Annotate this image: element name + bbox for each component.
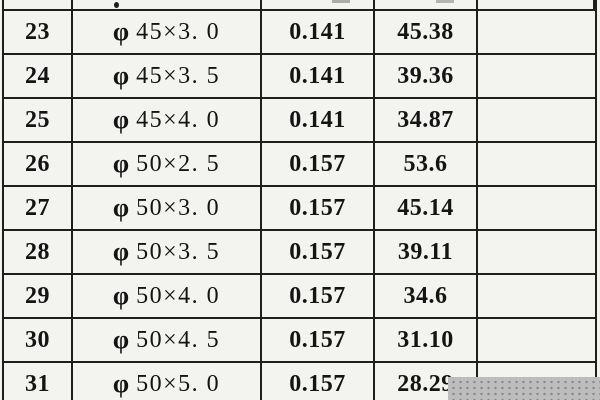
weight-value-cell: 45.38 [375, 11, 478, 53]
spec-size: 50×2. 5 [136, 150, 221, 177]
row-number-cell [4, 0, 73, 9]
row-number-cell: 30 [4, 319, 73, 361]
watermark-strip [448, 377, 600, 400]
phi-symbol: φ [112, 17, 130, 46]
row-number-cell: 24 [4, 55, 73, 97]
spec-size: 45×4. 0 [136, 106, 221, 133]
unit-value-cell: 0.157 [262, 319, 375, 361]
clipped-glyph-fragment [332, 0, 350, 3]
spec-cell: φ 50×4. 0 [73, 275, 262, 317]
spec-cell: φ 50×3. 0 [73, 187, 262, 229]
phi-symbol: φ [112, 61, 130, 90]
unit-value-cell: 0.141 [262, 99, 375, 141]
row-number-cell: 29 [4, 275, 73, 317]
unit-value-cell: 0.141 [262, 11, 375, 53]
spec-size: 50×3. 0 [136, 194, 221, 221]
clipped-glyph-fragment [114, 2, 119, 8]
phi-symbol: φ [112, 105, 130, 134]
spec-size: 50×3. 5 [136, 238, 221, 265]
empty-cell [478, 0, 595, 9]
row-number-cell: 31 [4, 363, 73, 400]
weight-value-cell: 45.14 [375, 187, 478, 229]
spec-cell: φ 50×4. 5 [73, 319, 262, 361]
unit-value-cell: 0.157 [262, 187, 375, 229]
empty-cell [478, 187, 595, 229]
unit-value-cell: 0.157 [262, 143, 375, 185]
row-number-cell: 23 [4, 11, 73, 53]
row-number-cell: 26 [4, 143, 73, 185]
unit-value-cell [262, 0, 375, 9]
phi-symbol: φ [112, 325, 130, 354]
phi-symbol: φ [112, 193, 130, 222]
table-row: 30 φ 50×4. 5 0.157 31.10 [4, 319, 595, 363]
phi-symbol: φ [112, 281, 130, 310]
spec-cell: φ 45×4. 0 [73, 99, 262, 141]
spec-size: 50×4. 5 [136, 326, 221, 353]
row-number-cell: 28 [4, 231, 73, 273]
unit-value-cell: 0.157 [262, 363, 375, 400]
weight-value-cell: 34.6 [375, 275, 478, 317]
empty-cell [478, 11, 595, 53]
unit-value-cell: 0.157 [262, 231, 375, 273]
table-row: 25 φ 45×4. 0 0.141 34.87 [4, 99, 595, 143]
spec-cell: φ 45×3. 5 [73, 55, 262, 97]
empty-cell [478, 143, 595, 185]
table-row: 24 φ 45×3. 5 0.141 39.36 [4, 55, 595, 99]
table-row: 26 φ 50×2. 5 0.157 53.6 [4, 143, 595, 187]
spec-cell: φ 50×5. 0 [73, 363, 262, 400]
empty-cell [478, 55, 595, 97]
empty-cell [478, 99, 595, 141]
weight-value-cell [375, 0, 478, 9]
empty-cell [478, 275, 595, 317]
phi-symbol: φ [112, 149, 130, 178]
spec-size: 45×3. 0 [136, 18, 221, 45]
spec-size: 50×4. 0 [136, 282, 221, 309]
table-row: 29 φ 50×4. 0 0.157 34.6 [4, 275, 595, 319]
weight-value-cell: 34.87 [375, 99, 478, 141]
row-number-cell: 25 [4, 99, 73, 141]
weight-value-cell: 31.10 [375, 319, 478, 361]
table-row: 27 φ 50×3. 0 0.157 45.14 [4, 187, 595, 231]
phi-symbol: φ [112, 369, 130, 398]
spec-cell: φ 45×3. 0 [73, 11, 262, 53]
spec-cell: φ 50×2. 5 [73, 143, 262, 185]
phi-symbol: φ [112, 237, 130, 266]
table-row: 23 φ 45×3. 0 0.141 45.38 [4, 11, 595, 55]
table-row: 28 φ 50×3. 5 0.157 39.11 [4, 231, 595, 275]
spec-size: 50×5. 0 [136, 370, 221, 397]
weight-value-cell: 39.11 [375, 231, 478, 273]
table-row-partial-top [4, 0, 595, 11]
empty-cell [478, 319, 595, 361]
empty-cell [478, 231, 595, 273]
spec-cell: φ 50×3. 5 [73, 231, 262, 273]
row-number-cell: 27 [4, 187, 73, 229]
spec-cell [73, 0, 262, 9]
unit-value-cell: 0.141 [262, 55, 375, 97]
clipped-glyph-fragment [436, 0, 454, 3]
unit-value-cell: 0.157 [262, 275, 375, 317]
weight-value-cell: 39.36 [375, 55, 478, 97]
weight-value-cell: 53.6 [375, 143, 478, 185]
spec-size: 45×3. 5 [136, 62, 221, 89]
